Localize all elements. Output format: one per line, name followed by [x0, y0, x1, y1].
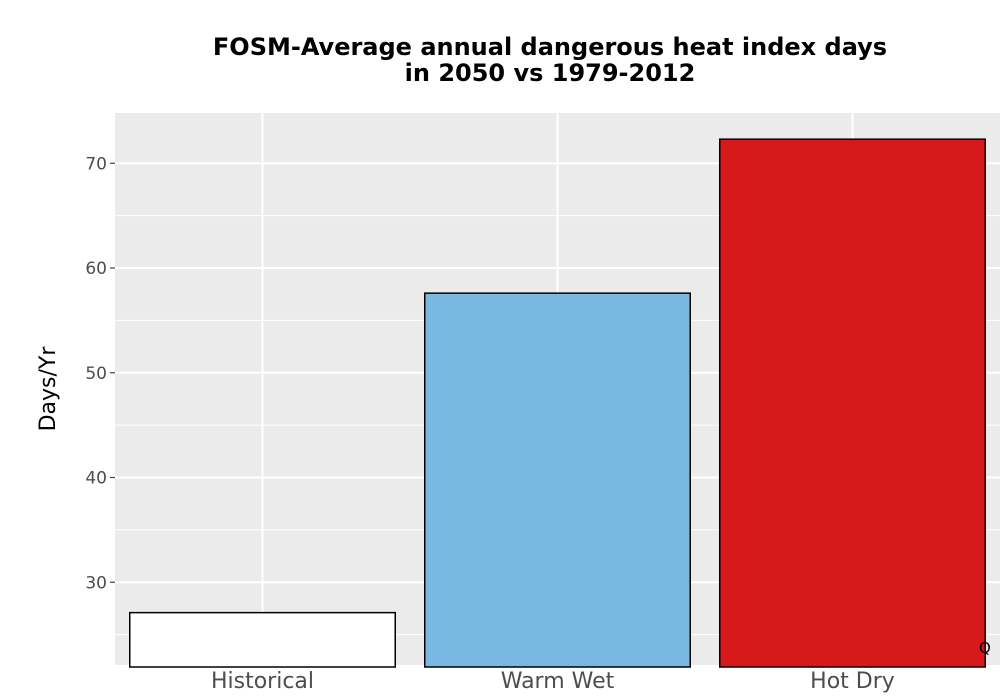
y-tick-label: 50: [85, 364, 107, 384]
bars: [129, 138, 986, 668]
x-tick-label: Hot Dry: [810, 669, 895, 694]
x-axis: Historical Warm Wet Hot Dry: [211, 669, 895, 694]
chart-title-line-1: FOSM-Average annual dangerous heat index…: [212, 33, 888, 61]
bar-warm-wet: [424, 292, 691, 668]
y-tick-label: 70: [85, 154, 107, 174]
bar-hot-dry: [719, 138, 986, 668]
y-tick-label: 30: [85, 573, 107, 593]
x-tick-label: Historical: [211, 669, 314, 694]
chart-title-line-2: in 2050 vs 1979-2012: [404, 59, 696, 87]
y-tick-label: 40: [85, 469, 107, 489]
corner-label: Q: [979, 639, 991, 657]
x-tick-label: Warm Wet: [501, 669, 615, 694]
y-tick-label: 60: [85, 259, 107, 279]
y-axis: 30 40 50 60 70: [85, 154, 115, 593]
y-axis-label: Days/Yr: [36, 346, 61, 432]
bar-historical: [129, 611, 396, 668]
